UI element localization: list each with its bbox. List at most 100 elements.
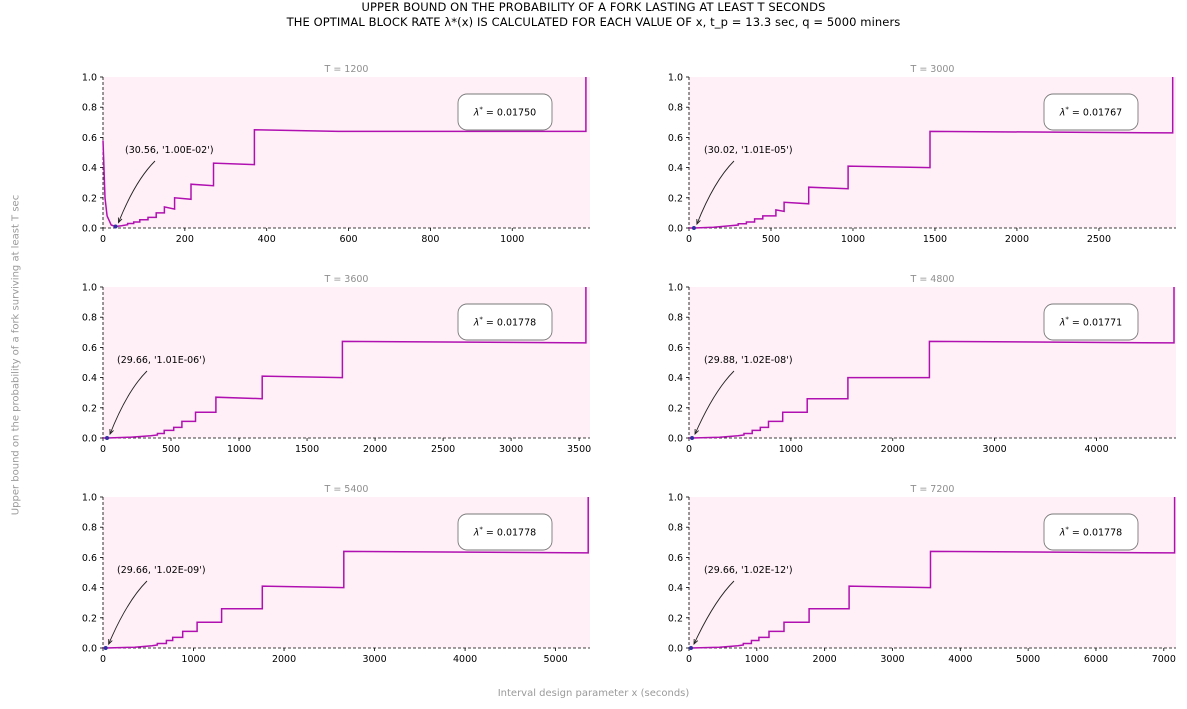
x-tick-label: 2000 — [272, 654, 296, 665]
annotation-arrow — [118, 160, 156, 223]
y-tick-label: 0.2 — [668, 613, 683, 624]
y-tick-label: 0.4 — [82, 583, 97, 594]
x-tick-label: 0 — [100, 654, 106, 665]
y-tick-label: 0.8 — [668, 523, 683, 534]
subplot-6: T = 7200 0.0 0.2 0.4 0.6 0.8 1.0 0 1000 2000 3000 4… — [668, 484, 1176, 665]
lambda-label: λ* = 0.01771 — [1059, 316, 1122, 329]
x-tick-label: 500 — [762, 234, 780, 245]
series-line — [103, 287, 587, 439]
annotation-arrow — [109, 370, 148, 435]
x-tick-label: 2500 — [1087, 234, 1111, 245]
subplot-title: T = 5400 — [324, 484, 369, 495]
series-line — [689, 77, 1174, 229]
min-point-marker — [690, 436, 695, 440]
annotation-arrow — [694, 370, 735, 435]
subplot-1: T = 1200 0.0 0.2 0.4 0.6 0.8 1.0 0 200 400 600 800 1… — [82, 64, 590, 245]
x-axis-label: Interval design parameter x (seconds) — [497, 688, 690, 699]
x-tick-label: 4000 — [1084, 444, 1108, 455]
x-tick-label: 0 — [686, 654, 692, 665]
annotation-arrowhead — [694, 428, 699, 436]
subplot-4: T = 4800 0.0 0.2 0.4 0.6 0.8 1.0 0 1000 2000 3000 4… — [668, 274, 1176, 455]
subplot-3: T = 3600 0.0 0.2 0.4 0.6 0.8 1.0 0 500 1000 1500 20… — [82, 274, 591, 455]
min-point-annotation: (29.88, '1.02E-08') — [704, 355, 793, 366]
subplot-title: T = 1200 — [324, 64, 369, 75]
x-tick-label: 2000 — [363, 444, 387, 455]
min-point-annotation: (30.56, '1.00E-02') — [125, 145, 214, 156]
y-tick-label: 0.4 — [668, 373, 683, 384]
y-tick-label: 0.0 — [82, 644, 97, 655]
series-line — [689, 287, 1175, 439]
series-line — [689, 497, 1176, 649]
x-tick-label: 4000 — [948, 654, 972, 665]
y-tick-label: 1.0 — [668, 283, 683, 294]
x-tick-label: 1000 — [500, 234, 524, 245]
y-tick-label: 0.8 — [82, 523, 97, 534]
x-tick-label: 3000 — [983, 444, 1007, 455]
x-tick-label: 4000 — [453, 654, 477, 665]
x-tick-label: 1000 — [227, 444, 251, 455]
x-tick-label: 3000 — [362, 654, 386, 665]
y-tick-label: 1.0 — [82, 73, 97, 84]
annotation-arrow — [693, 580, 735, 645]
x-tick-label: 2000 — [881, 444, 905, 455]
x-tick-label: 0 — [686, 444, 692, 455]
annotation-arrowhead — [109, 428, 114, 436]
y-tick-label: 0.8 — [82, 313, 97, 324]
annotation-arrowhead — [696, 218, 701, 226]
subplot-title: T = 3600 — [324, 274, 369, 285]
x-tick-label: 1000 — [841, 234, 865, 245]
x-tick-label: 5000 — [1016, 654, 1040, 665]
lambda-box — [1043, 303, 1139, 341]
y-tick-label: 0.0 — [668, 434, 683, 445]
series-line — [103, 497, 589, 649]
y-tick-label: 0.0 — [82, 224, 97, 235]
y-tick-label: 0.2 — [82, 193, 97, 204]
x-tick-label: 2500 — [431, 444, 455, 455]
x-tick-label: 5000 — [544, 654, 568, 665]
x-tick-label: 400 — [258, 234, 276, 245]
y-tick-label: 0.6 — [82, 343, 97, 354]
subplot-5: T = 5400 0.0 0.2 0.4 0.6 0.8 1.0 0 1000 2000 3000 4… — [82, 484, 590, 665]
y-tick-label: 0.4 — [82, 163, 97, 174]
min-point-annotation: (29.66, '1.02E-12') — [704, 565, 793, 576]
y-tick-label: 0.0 — [668, 224, 683, 235]
y-tick-label: 0.6 — [82, 553, 97, 564]
y-tick-label: 0.4 — [668, 163, 683, 174]
x-tick-label: 0 — [686, 234, 692, 245]
min-point-annotation: (29.66, '1.02E-09') — [117, 565, 206, 576]
min-point-marker — [103, 646, 108, 650]
x-tick-label: 0 — [100, 444, 106, 455]
chart-title-line1: UPPER BOUND ON THE PROBABILITY OF A FORK… — [361, 0, 826, 14]
x-tick-label: 1500 — [295, 444, 319, 455]
y-tick-label: 0.2 — [668, 193, 683, 204]
lambda-box — [1043, 93, 1139, 131]
lambda-box — [457, 513, 553, 551]
lambda-box — [457, 303, 553, 341]
subplot-title: T = 4800 — [910, 274, 955, 285]
subplot-title: T = 3000 — [910, 64, 955, 75]
subplot-title: T = 7200 — [910, 484, 955, 495]
x-tick-label: 1000 — [181, 654, 205, 665]
y-tick-label: 1.0 — [668, 493, 683, 504]
x-tick-label: 7000 — [1152, 654, 1176, 665]
min-point-annotation: (30.02, '1.01E-05') — [704, 145, 793, 156]
x-tick-label: 6000 — [1084, 654, 1108, 665]
min-point-marker — [691, 225, 696, 230]
lambda-label: λ* = 0.01778 — [473, 316, 536, 329]
y-tick-label: 0.6 — [82, 133, 97, 144]
x-tick-label: 800 — [421, 234, 439, 245]
subplot-2: T = 3000 0.0 0.2 0.4 0.6 0.8 1.0 0 500 1000 1500 20… — [668, 64, 1176, 245]
x-tick-label: 1000 — [745, 654, 769, 665]
series-line — [102, 77, 587, 228]
min-point-annotation: (29.66, '1.01E-06') — [117, 355, 206, 366]
min-point-marker — [105, 435, 110, 440]
y-tick-label: 0.4 — [668, 583, 683, 594]
x-tick-label: 1500 — [923, 234, 947, 245]
x-tick-label: 3000 — [499, 444, 523, 455]
lambda-label: λ* = 0.01778 — [473, 526, 536, 539]
min-point-marker — [113, 224, 118, 229]
x-tick-label: 2000 — [813, 654, 837, 665]
y-tick-label: 0.6 — [668, 553, 683, 564]
y-tick-label: 0.8 — [82, 103, 97, 114]
y-tick-label: 0.2 — [668, 403, 683, 414]
